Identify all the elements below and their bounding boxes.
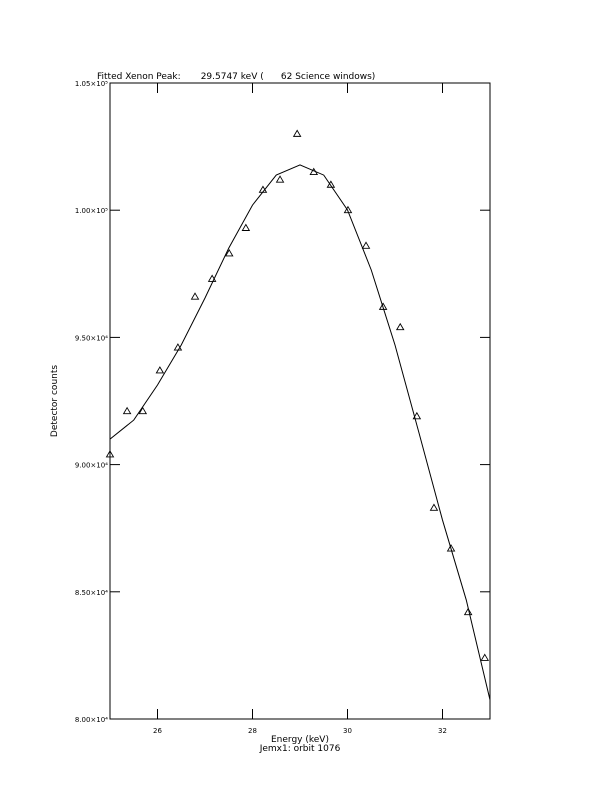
data-point bbox=[275, 175, 285, 183]
data-point bbox=[361, 241, 371, 249]
data-point bbox=[105, 450, 115, 458]
plot-frame bbox=[109, 82, 491, 720]
x-tick-label: 32 bbox=[438, 727, 447, 735]
x-tick-label: 26 bbox=[153, 727, 162, 735]
data-point bbox=[190, 292, 200, 300]
data-point bbox=[378, 302, 388, 310]
data-point bbox=[395, 322, 405, 331]
fit-line bbox=[109, 164, 491, 701]
data-point bbox=[326, 180, 336, 188]
data-point bbox=[292, 129, 302, 137]
chart-title: Fitted Xenon Peak: 29.5747 keV ( 62 Scie… bbox=[97, 72, 375, 82]
y-tick-label: 9.50×10⁴ bbox=[75, 334, 108, 342]
data-point bbox=[412, 411, 422, 420]
data-point bbox=[122, 406, 132, 415]
y-tick-label: 8.00×10⁴ bbox=[75, 716, 108, 724]
data-point bbox=[429, 503, 439, 511]
x-tick-label: 28 bbox=[248, 727, 257, 735]
x-tick-label: 30 bbox=[343, 727, 352, 735]
subtitle: Jemx1: orbit 1076 bbox=[259, 744, 341, 754]
data-point bbox=[155, 366, 165, 374]
y-tick-label: 1.00×10⁵ bbox=[75, 207, 108, 215]
x-axis-label: Energy (keV) bbox=[271, 735, 329, 745]
data-point bbox=[480, 653, 490, 661]
y-tick-label: 8.50×10⁴ bbox=[75, 589, 108, 597]
y-tick-label: 9.00×10⁴ bbox=[75, 462, 108, 470]
y-axis-label: Detector counts bbox=[50, 365, 60, 437]
y-tick-label: 1.05×10⁵ bbox=[75, 80, 108, 88]
data-point bbox=[446, 544, 456, 552]
data-point bbox=[138, 406, 148, 415]
data-point bbox=[241, 223, 251, 231]
data-point bbox=[343, 205, 353, 214]
data-point bbox=[463, 607, 473, 616]
data-point bbox=[224, 249, 234, 257]
